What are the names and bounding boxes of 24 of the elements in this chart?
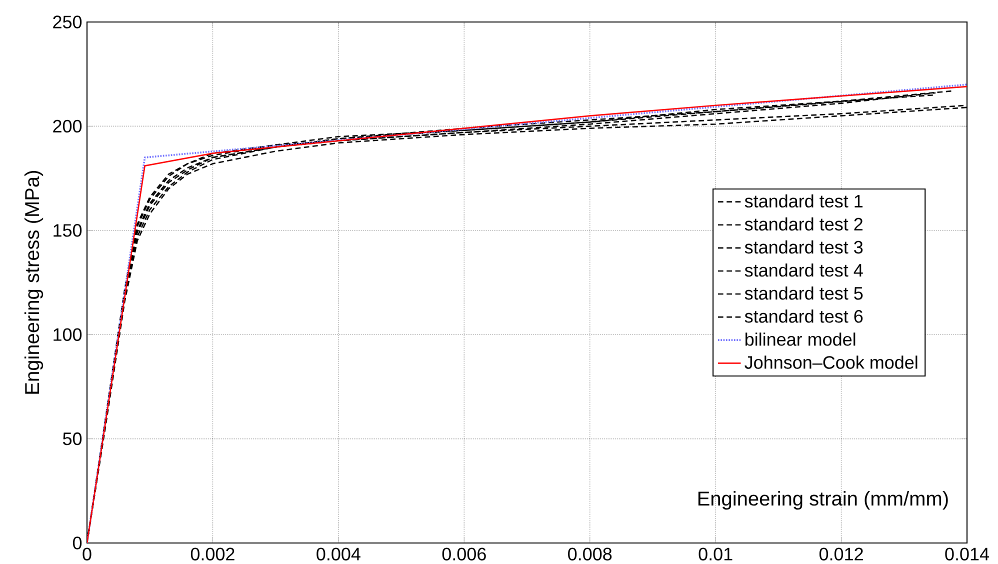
legend-label: Johnson–Cook model bbox=[744, 356, 918, 369]
x-tick-label: 0.004 bbox=[316, 548, 360, 560]
y-tick-label: 150 bbox=[54, 224, 82, 237]
x-tick-label: 0.014 bbox=[945, 548, 990, 560]
legend-label: standard test 1 bbox=[744, 194, 863, 208]
x-tick-label: 0.012 bbox=[819, 548, 863, 560]
legend-label: bilinear model bbox=[745, 332, 856, 346]
x-tick-label: 0.006 bbox=[442, 548, 486, 560]
legend-label: standard test 5 bbox=[744, 286, 863, 300]
y-tick-label: 250 bbox=[53, 16, 82, 28]
y-tick-label: 200 bbox=[53, 120, 82, 133]
x-axis-title: Engineering strain (mm/mm) bbox=[698, 490, 948, 510]
y-tick-label: 50 bbox=[62, 432, 82, 446]
legend-label: standard test 6 bbox=[744, 310, 863, 323]
x-tick-label: 0.002 bbox=[190, 548, 234, 560]
y-axis-title: Engineering stress (MPa) bbox=[24, 170, 44, 394]
x-tick-label: 0.01 bbox=[698, 548, 732, 560]
y-tick-label: 100 bbox=[54, 328, 82, 341]
legend-label: standard test 3 bbox=[744, 240, 863, 254]
x-tick-label: 0 bbox=[82, 548, 92, 560]
x-tick-label: 0.008 bbox=[568, 548, 612, 560]
legend-label: standard test 4 bbox=[744, 263, 863, 277]
legend-label: standard test 2 bbox=[744, 217, 862, 231]
y-tick-label: 0 bbox=[72, 536, 82, 550]
